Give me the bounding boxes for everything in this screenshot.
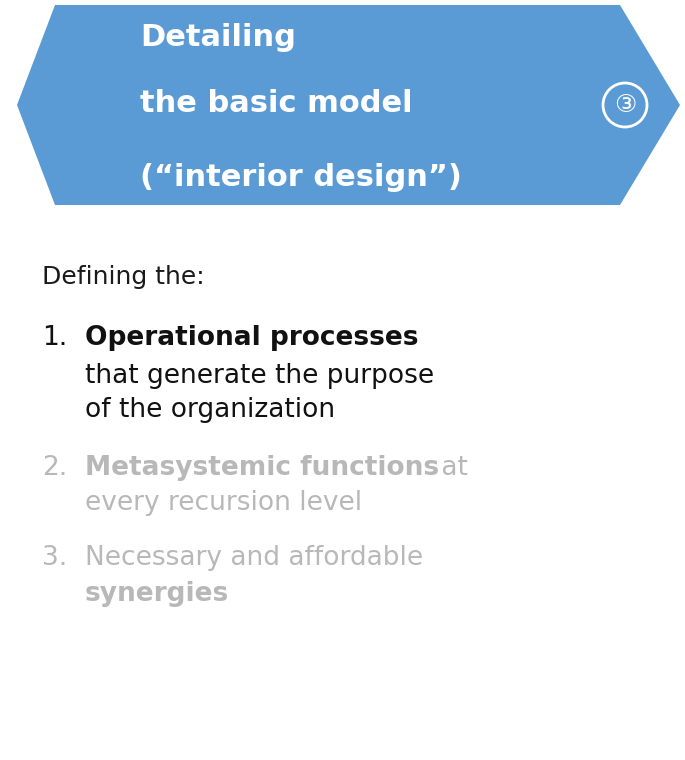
Text: of the organization: of the organization [85, 397, 335, 423]
Text: ③: ③ [614, 93, 636, 117]
Text: the basic model: the basic model [140, 88, 412, 118]
Text: 1.: 1. [42, 325, 67, 351]
Text: 3.: 3. [42, 545, 67, 571]
Polygon shape [17, 5, 680, 205]
Text: that generate the purpose: that generate the purpose [85, 363, 434, 389]
Text: Defining the:: Defining the: [42, 265, 205, 289]
Text: every recursion level: every recursion level [85, 490, 362, 516]
Text: Metasystemic functions: Metasystemic functions [85, 455, 439, 481]
Text: at: at [433, 455, 468, 481]
Text: (“interior design”): (“interior design”) [140, 163, 462, 192]
Text: synergies: synergies [85, 581, 229, 607]
Text: Operational processes: Operational processes [85, 325, 419, 351]
Text: Detailing: Detailing [140, 23, 296, 52]
Text: 2.: 2. [42, 455, 67, 481]
Text: Necessary and affordable: Necessary and affordable [85, 545, 423, 571]
